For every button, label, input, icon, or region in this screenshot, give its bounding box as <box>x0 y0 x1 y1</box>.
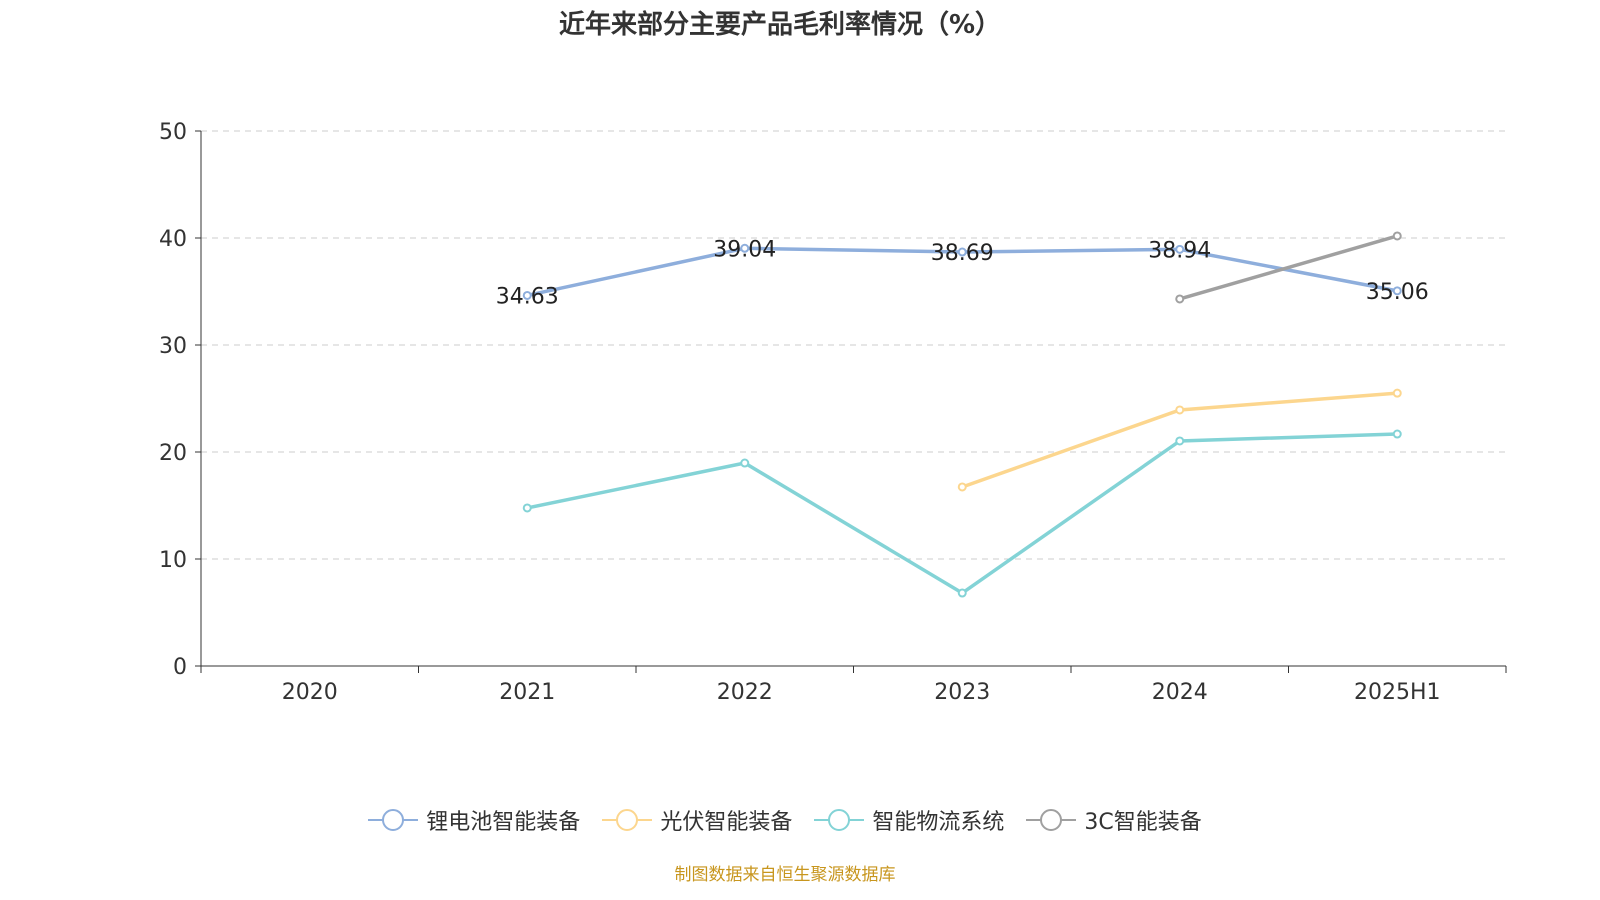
legend-marker-icon <box>602 809 653 831</box>
x-tick-label: 2022 <box>717 680 773 705</box>
data-label: 38.69 <box>931 241 994 266</box>
legend-label: 锂电池智能装备 <box>426 810 581 835</box>
y-tick-label: 20 <box>159 441 187 466</box>
series-line <box>526 432 1398 596</box>
legend-marker-icon <box>368 809 419 831</box>
legend-item[interactable]: 3C智能装备 <box>1026 804 1202 836</box>
legend-item[interactable]: 锂电池智能装备 <box>368 804 580 836</box>
data-label: 38.94 <box>1148 238 1211 263</box>
series-line <box>1179 234 1398 301</box>
data-point <box>522 503 532 513</box>
legend-marker-icon <box>814 809 865 831</box>
data-point <box>1392 231 1402 241</box>
data-point <box>1175 244 1185 254</box>
data-point <box>740 458 750 468</box>
legend-label: 智能物流系统 <box>872 810 1005 835</box>
legend-label: 光伏智能装备 <box>660 810 793 835</box>
x-tick-label: 2024 <box>1152 680 1208 705</box>
y-tick-label: 0 <box>173 655 187 680</box>
data-label: 35.06 <box>1366 280 1429 305</box>
source-note: 制图数据来自恒生聚源数据库 <box>674 865 896 885</box>
x-tick-label: 2021 <box>499 680 555 705</box>
line-chart: 0 10 20 30 40 50 2020 2021 2022 2023 2024 2025H1 34.… <box>159 120 1507 705</box>
y-tick-label: 30 <box>159 334 187 359</box>
legend-item[interactable]: 光伏智能装备 <box>602 804 792 836</box>
data-point <box>1175 405 1185 415</box>
y-tick-label: 40 <box>159 227 187 252</box>
data-label: 34.63 <box>496 284 559 309</box>
x-tick-label: 2023 <box>934 680 990 705</box>
data-label: 39.04 <box>713 237 776 262</box>
y-tick-label: 50 <box>159 120 187 145</box>
y-tick-label: 10 <box>159 548 187 573</box>
legend-marker-icon <box>1026 809 1077 831</box>
data-point <box>740 243 750 253</box>
data-point <box>1392 429 1402 439</box>
data-point <box>1175 436 1185 446</box>
data-point <box>957 482 967 492</box>
chart-title: 近年来部分主要产品毛利率情况（%） <box>558 10 1002 40</box>
data-point <box>1392 286 1402 296</box>
data-point <box>957 588 967 598</box>
x-tick-label: 2025H1 <box>1354 680 1441 705</box>
legend-item[interactable]: 智能物流系统 <box>814 804 1004 836</box>
data-point <box>957 247 967 257</box>
legend-label: 3C智能装备 <box>1084 810 1202 835</box>
legend: 锂电池智能装备 光伏智能装备 智能物流系统 3C智能装备 <box>0 804 1570 836</box>
x-tick-label: 2020 <box>282 680 338 705</box>
data-point <box>522 290 532 300</box>
data-point <box>1175 294 1185 304</box>
data-point <box>1392 388 1402 398</box>
